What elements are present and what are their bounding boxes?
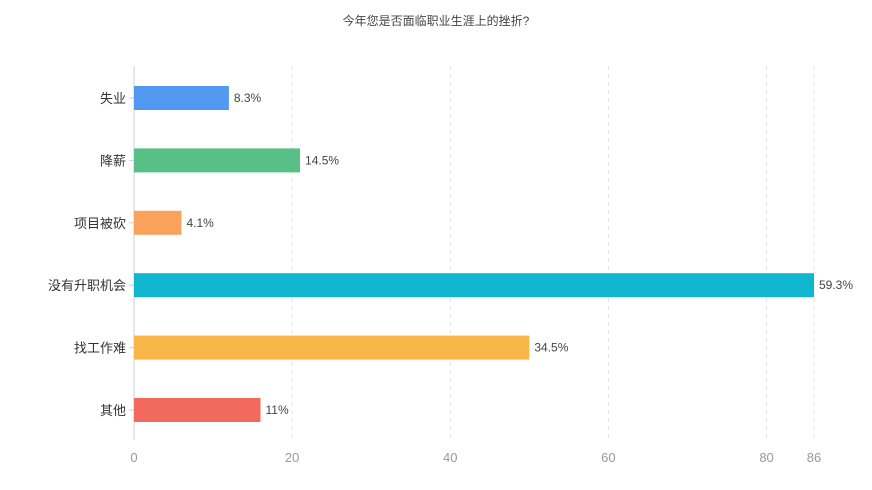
category-label-5: 其他 bbox=[100, 404, 126, 419]
label-layer: 失业 8.3% 降薪 14.5% 项目被砍 4.1% 没有升职机会 59.3% 找工作难 34.5… bbox=[48, 91, 853, 419]
data-label-4: 34.5% bbox=[534, 341, 568, 355]
data-label-2: 4.1% bbox=[186, 216, 214, 230]
category-label-4: 找工作难 bbox=[74, 342, 126, 357]
bar-0[interactable] bbox=[134, 86, 229, 110]
bar-5[interactable] bbox=[134, 398, 261, 422]
x-tick-label-0: 0 bbox=[130, 450, 137, 465]
bar-4[interactable] bbox=[134, 335, 530, 360]
chart-title: 今年您是否面临职业生涯上的挫折? bbox=[342, 14, 530, 28]
category-label-1: 降薪 bbox=[100, 154, 126, 169]
x-tick-label-3: 60 bbox=[601, 450, 615, 465]
bar-layer bbox=[134, 86, 814, 422]
data-label-1: 14.5% bbox=[305, 153, 339, 167]
tick-layer: 0 20 40 60 80 86 bbox=[130, 450, 821, 465]
x-tick-label-1: 20 bbox=[285, 450, 299, 465]
category-label-3: 没有升职机会 bbox=[48, 279, 126, 294]
grid-layer bbox=[129, 66, 815, 440]
x-tick-label-4: 80 bbox=[759, 450, 773, 465]
data-label-0: 8.3% bbox=[234, 91, 262, 105]
data-label-3: 59.3% bbox=[819, 278, 853, 292]
bar-1[interactable] bbox=[134, 148, 301, 173]
data-label-5: 11% bbox=[266, 403, 289, 417]
category-label-2: 项目被砍 bbox=[74, 217, 126, 232]
x-tick-label-2: 40 bbox=[443, 450, 457, 465]
bar-2[interactable] bbox=[134, 210, 182, 235]
x-tick-label-5: 86 bbox=[807, 450, 821, 465]
category-label-0: 失业 bbox=[100, 92, 126, 107]
bar-3[interactable] bbox=[134, 273, 814, 298]
